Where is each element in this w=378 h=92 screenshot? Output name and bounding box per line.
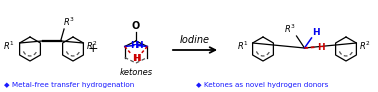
Text: H: H bbox=[313, 28, 320, 37]
Text: Iodine: Iodine bbox=[180, 35, 210, 45]
Text: ◆ Metal-free transfer hydrogenation: ◆ Metal-free transfer hydrogenation bbox=[4, 82, 134, 88]
Text: ◆ Ketones as novel hydrogen donors: ◆ Ketones as novel hydrogen donors bbox=[196, 82, 328, 88]
Text: $R^1$: $R^1$ bbox=[3, 40, 15, 52]
Text: O: O bbox=[132, 21, 140, 31]
Text: H: H bbox=[135, 41, 143, 50]
Text: H: H bbox=[318, 43, 325, 52]
Text: $R^2$: $R^2$ bbox=[359, 40, 371, 52]
Text: $R^3$: $R^3$ bbox=[284, 23, 296, 35]
Text: H: H bbox=[130, 41, 137, 50]
Text: H: H bbox=[132, 54, 139, 63]
Text: +: + bbox=[88, 41, 98, 54]
Text: ketones: ketones bbox=[119, 68, 153, 77]
Text: $R^2$: $R^2$ bbox=[86, 40, 98, 52]
Text: H: H bbox=[133, 54, 140, 63]
Text: $R^3$: $R^3$ bbox=[63, 16, 75, 28]
Text: $R^1$: $R^1$ bbox=[237, 40, 249, 52]
